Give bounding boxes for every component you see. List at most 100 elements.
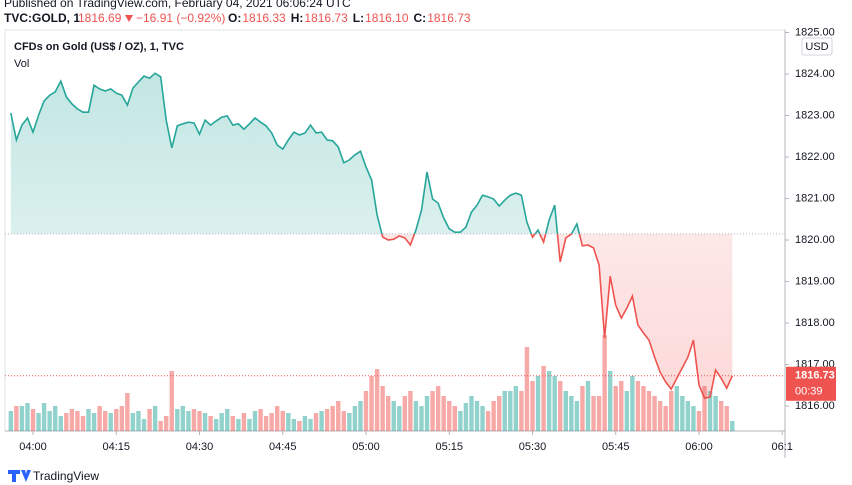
x-tick-label: 04:00 bbox=[19, 441, 47, 453]
volume-bar bbox=[313, 413, 319, 431]
volume-bar bbox=[596, 396, 602, 431]
y-tick-label: 1824.00 bbox=[795, 68, 835, 80]
volume-bar bbox=[669, 391, 674, 431]
volume-bar bbox=[386, 396, 391, 431]
volume-bar bbox=[53, 406, 58, 431]
price-line bbox=[381, 233, 734, 400]
ohlc-value: 1816.73 bbox=[304, 11, 348, 25]
published-line: Published on TradingView.com, February 0… bbox=[4, 0, 351, 10]
volume-bar bbox=[508, 391, 513, 431]
volume-bar bbox=[685, 401, 691, 431]
volume-bar bbox=[535, 376, 541, 431]
volume-bar bbox=[391, 401, 396, 431]
x-tick-label: 04:15 bbox=[103, 441, 131, 453]
volume-bar bbox=[191, 409, 197, 431]
volume-bar bbox=[236, 419, 241, 431]
volume-bar bbox=[8, 411, 14, 431]
ohlc: O: 1816.33 H: 1816.73 L: 1816.10 C: 1816.73 bbox=[228, 11, 471, 25]
volume-bar bbox=[152, 406, 158, 431]
volume-bar bbox=[269, 413, 274, 431]
price-area bbox=[10, 233, 733, 399]
volume-bar bbox=[130, 413, 136, 431]
volume-bar bbox=[502, 391, 507, 431]
volume-bar bbox=[169, 371, 174, 431]
volume-bar bbox=[263, 416, 269, 431]
brand: TradingView bbox=[33, 469, 99, 483]
ohlc-label: C: bbox=[414, 11, 427, 25]
volume-bar bbox=[585, 381, 591, 431]
volume-bar bbox=[652, 396, 657, 431]
volume-bar bbox=[635, 381, 641, 431]
volume-bar bbox=[136, 411, 141, 431]
volume-bar bbox=[441, 396, 446, 431]
volume-bar bbox=[574, 401, 580, 431]
y-tick-label: 1825.00 bbox=[795, 26, 835, 38]
volume-bar bbox=[158, 421, 163, 431]
x-tick-label: 06:00 bbox=[685, 441, 713, 453]
x-tick-label: 05:30 bbox=[519, 441, 547, 453]
volume-bar bbox=[546, 371, 552, 431]
volume-bar bbox=[657, 401, 663, 431]
volume-bar bbox=[102, 411, 108, 431]
volume-bar bbox=[230, 416, 236, 431]
volume-bar bbox=[619, 381, 624, 431]
volume-bar bbox=[602, 335, 607, 431]
volume-bar bbox=[119, 406, 125, 431]
volume-bar bbox=[563, 391, 568, 431]
volume-bar bbox=[14, 406, 19, 431]
ohlc-value: 1816.33 bbox=[242, 11, 286, 25]
logo bbox=[8, 470, 31, 482]
volume-bar bbox=[64, 413, 69, 431]
volume-bar bbox=[469, 396, 474, 431]
volume-bar bbox=[718, 401, 724, 431]
volume-bar bbox=[30, 409, 36, 431]
volume-bar bbox=[358, 401, 363, 431]
volume-bar bbox=[408, 391, 413, 431]
volume-bar bbox=[147, 409, 152, 431]
volume-bar bbox=[19, 406, 25, 431]
volume-bar bbox=[430, 391, 435, 431]
volume-bar bbox=[435, 386, 441, 431]
price-area bbox=[10, 73, 580, 234]
symbol: TVC:GOLD, 1 bbox=[4, 11, 80, 25]
volume-bar bbox=[580, 386, 585, 431]
volume-bar bbox=[208, 416, 213, 431]
volume-bar bbox=[258, 409, 263, 431]
x-tick-label: 06:1 bbox=[772, 441, 793, 453]
volume-bar bbox=[241, 413, 247, 431]
volume-bar bbox=[275, 406, 280, 431]
chart-title: CFDs on Gold (US$ / OZ), 1, TVC bbox=[14, 41, 184, 53]
volume-bar bbox=[219, 413, 224, 431]
x-tick-label: 05:45 bbox=[602, 441, 630, 453]
y-tick-label: 1820.00 bbox=[795, 234, 835, 246]
volume-bar bbox=[419, 406, 424, 431]
volume-bar bbox=[496, 396, 502, 431]
volume-bar bbox=[519, 391, 524, 431]
volume-bar bbox=[491, 401, 496, 431]
last-price-badge bbox=[786, 366, 836, 401]
volume-bar bbox=[80, 416, 86, 431]
volume-bar bbox=[319, 411, 324, 431]
volume-bar bbox=[730, 421, 735, 431]
volume-bar bbox=[114, 409, 119, 431]
volume-bar bbox=[513, 386, 519, 431]
x-tick-label: 05:00 bbox=[352, 441, 380, 453]
volume-bar bbox=[463, 403, 469, 431]
volume-bar bbox=[341, 411, 347, 431]
last-price-label: 1816.73 bbox=[795, 370, 835, 382]
volume-bar bbox=[41, 403, 47, 431]
volume-bar bbox=[97, 406, 102, 431]
x-tick-label: 04:30 bbox=[186, 441, 214, 453]
y-tick-label: 1816.00 bbox=[795, 400, 835, 412]
volume-bar bbox=[164, 416, 169, 431]
volume-bar bbox=[91, 413, 97, 431]
volume-bar bbox=[58, 416, 63, 431]
volume-bar bbox=[424, 396, 430, 431]
volume-bar bbox=[696, 411, 702, 431]
volume-bar bbox=[713, 396, 718, 431]
volume-bar bbox=[25, 403, 30, 431]
change: −16.91 (−0.92%) bbox=[136, 11, 225, 25]
y-tick-label: 1823.00 bbox=[795, 109, 835, 121]
volume-bar bbox=[530, 381, 535, 431]
volume-bar bbox=[280, 411, 285, 431]
